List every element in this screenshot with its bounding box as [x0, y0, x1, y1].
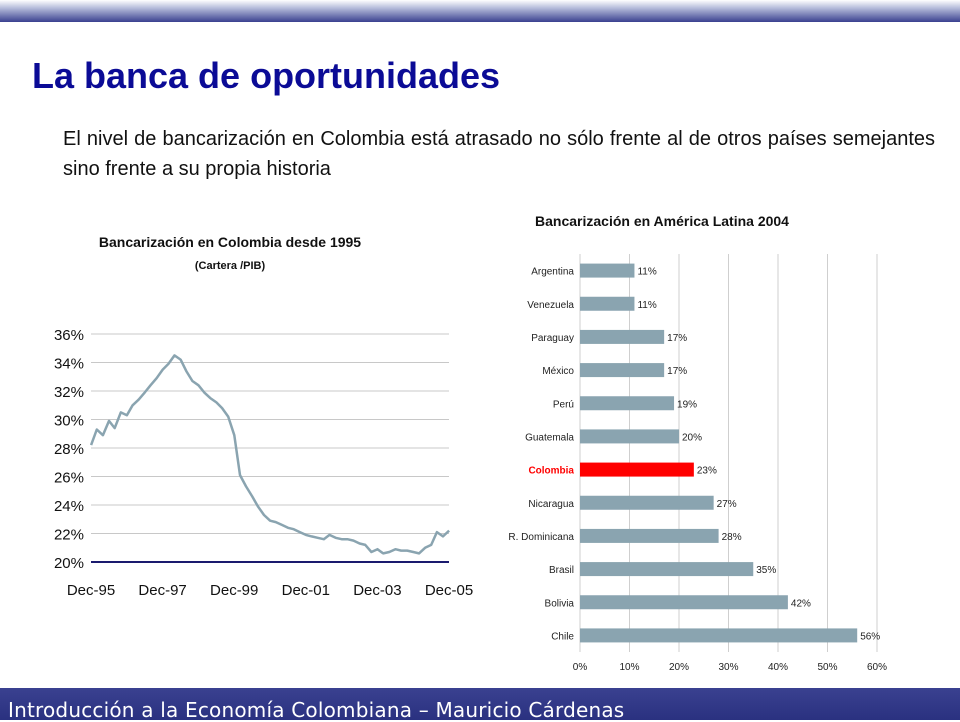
y-tick-label: 28% [54, 441, 84, 458]
footer-text: Introducción a la Economía Colombiana – … [8, 698, 625, 722]
y-tick-label: 36% [54, 327, 84, 344]
y-tick-label: 26% [54, 470, 84, 487]
x-tick-label: Dec-95 [67, 582, 115, 599]
line-chart-title: Bancarización en Colombia desde 1995 [98, 234, 362, 250]
y-tick-label: 32% [54, 384, 84, 401]
x-tick-label: Dec-99 [210, 582, 258, 599]
slide-title: La banca de oportunidades [32, 55, 501, 96]
x-tick-label: Dec-97 [138, 582, 186, 599]
y-tick-label: 20% [54, 555, 84, 572]
y-tick-label: 22% [54, 527, 84, 544]
x-tick-label: Dec-03 [353, 582, 401, 599]
series-line [89, 354, 450, 555]
bar-chart-title: Bancarización en América Latina 2004 [535, 213, 789, 229]
y-tick-label: 30% [54, 413, 84, 430]
top-decorative-bar [0, 0, 960, 22]
slide-subtitle: El nivel de bancarización en Colombia es… [63, 128, 935, 180]
x-tick-label: Dec-01 [282, 582, 330, 599]
y-tick-label: 34% [54, 356, 84, 373]
y-tick-label: 24% [54, 498, 84, 515]
bar-chart-panel [473, 246, 918, 692]
line-chart-subtitle: (Cartera /PIB) [194, 260, 266, 272]
x-tick-label: Dec-05 [425, 582, 473, 599]
footer-band [0, 688, 960, 720]
